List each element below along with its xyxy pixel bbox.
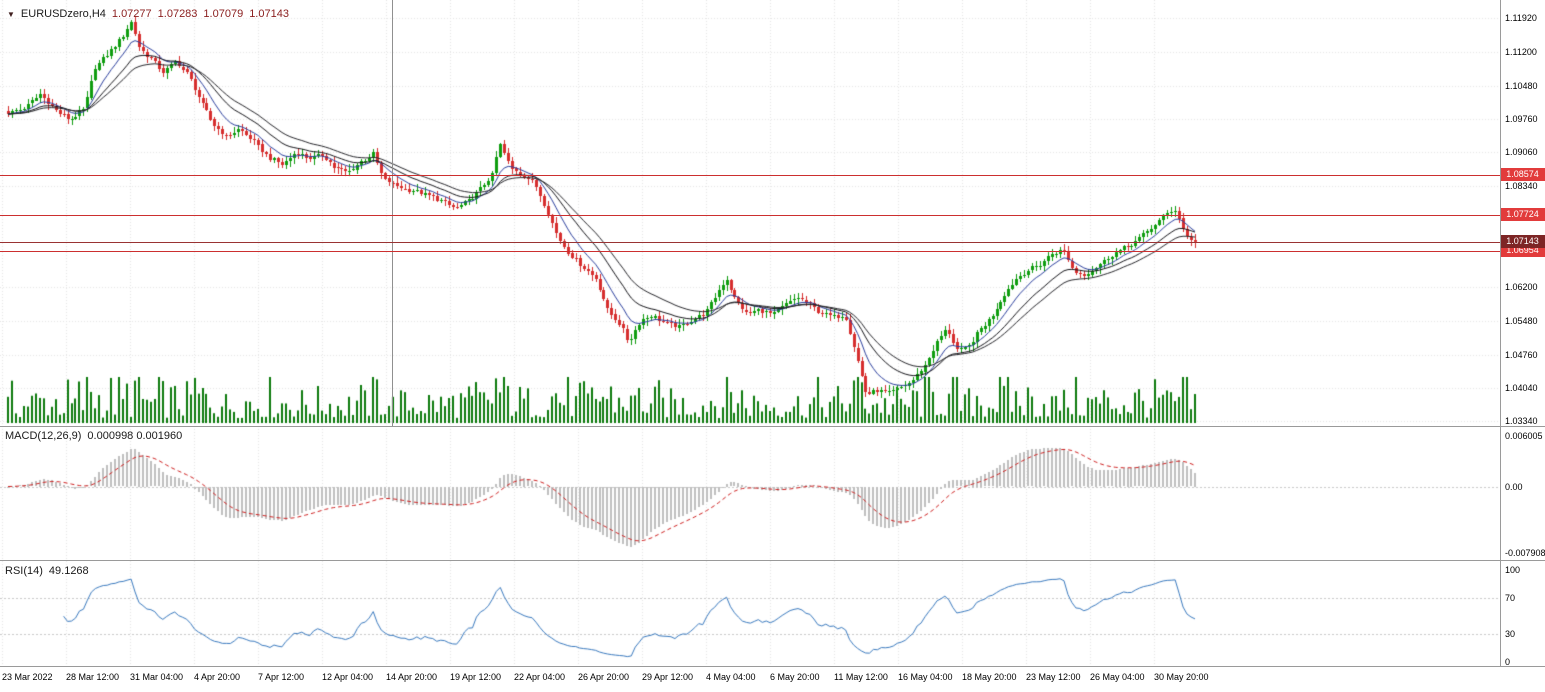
close-quote: 1.07143 [249, 8, 289, 20]
macd-axis-label: 0.006005 [1505, 431, 1543, 441]
rsi-axis-label: 100 [1505, 565, 1521, 575]
macd-name: MACD(12,26,9) [5, 430, 82, 442]
price-axis-label: 1.05480 [1505, 316, 1538, 326]
price-axis-label: 1.04760 [1505, 350, 1538, 360]
time-axis-label: 29 Apr 12:00 [642, 672, 694, 682]
horizontal-line[interactable] [0, 175, 1500, 176]
chart-dropdown-icon[interactable]: ▼ [7, 9, 15, 19]
horizontal-line[interactable] [0, 215, 1500, 216]
time-axis-label: 4 May 04:00 [706, 672, 756, 682]
price-axis-label: 1.09060 [1505, 147, 1538, 157]
macd-indicator-label: MACD(12,26,9) 0.000998 0.001960 [5, 430, 182, 442]
price-axis-label: 1.04040 [1505, 383, 1538, 393]
time-axis-label: 23 May 12:00 [1026, 672, 1081, 682]
rsi-value: 49.1268 [48, 565, 89, 577]
price-axis-label: 1.09760 [1505, 114, 1538, 124]
vertical-line[interactable] [392, 0, 393, 426]
rsi-axis-label: 70 [1505, 593, 1516, 603]
bid-price-tag: 1.07143 [1500, 235, 1545, 248]
high-quote: 1.07283 [157, 8, 198, 20]
price-line-tag: 1.08574 [1500, 168, 1545, 181]
time-axis-label: 22 Apr 04:00 [514, 672, 566, 682]
macd-axis-label: -0.007908 [1505, 548, 1545, 558]
time-axis-label: 28 Mar 12:00 [66, 672, 120, 682]
price-axis-label: 1.11200 [1505, 47, 1537, 57]
time-axis-label: 12 Apr 04:00 [322, 672, 374, 682]
panel-separator-main-macd[interactable] [0, 426, 1545, 427]
panel-separator-time-axis[interactable] [0, 666, 1545, 667]
open-quote: 1.07277 [111, 8, 152, 20]
time-axis-label: 30 May 20:00 [1154, 672, 1209, 682]
price-axis-label: 1.06200 [1505, 282, 1538, 292]
time-axis-label: 16 May 04:00 [898, 672, 953, 682]
price-axis-label: 1.08340 [1505, 181, 1538, 191]
time-axis-label: 18 May 20:00 [962, 672, 1017, 682]
rsi-axis-label: 0 [1505, 657, 1511, 667]
time-axis-label: 11 May 12:00 [834, 672, 888, 682]
price-axis-label: 1.10480 [1505, 81, 1538, 91]
horizontal-line[interactable] [0, 251, 1500, 252]
macd-axis-label: 0.00 [1505, 482, 1523, 492]
time-axis-label: 7 Apr 12:00 [258, 672, 305, 682]
symbol-timeframe-label: EURUSDzero,H4 [20, 8, 106, 20]
rsi-indicator-label: RSI(14) 49.1268 [5, 565, 89, 577]
bid-price-line[interactable] [0, 242, 1500, 243]
rsi-name: RSI(14) [5, 565, 43, 577]
price-line-tag: 1.07724 [1500, 208, 1545, 221]
time-axis-label: 19 Apr 12:00 [450, 672, 502, 682]
rsi-axis-label: 30 [1505, 629, 1516, 639]
macd-values: 0.000998 0.001960 [87, 430, 183, 442]
time-axis-label: 26 May 04:00 [1090, 672, 1145, 682]
symbol-ohlc-label: ▼ EURUSDzero,H4 1.07277 1.07283 1.07079 … [7, 8, 289, 20]
low-quote: 1.07079 [203, 8, 244, 20]
time-axis-label: 6 May 20:00 [770, 672, 820, 682]
time-axis-label: 4 Apr 20:00 [194, 672, 241, 682]
price-axis-label: 1.11920 [1505, 13, 1537, 23]
panel-separator-macd-rsi[interactable] [0, 560, 1545, 561]
time-axis-label: 23 Mar 2022 [2, 672, 53, 682]
time-axis-label: 26 Apr 20:00 [578, 672, 630, 682]
time-axis-label: 31 Mar 04:00 [130, 672, 184, 682]
time-axis-label: 14 Apr 20:00 [386, 672, 438, 682]
price-axis-label: 1.03340 [1505, 416, 1538, 426]
axis-separator [1500, 0, 1501, 666]
